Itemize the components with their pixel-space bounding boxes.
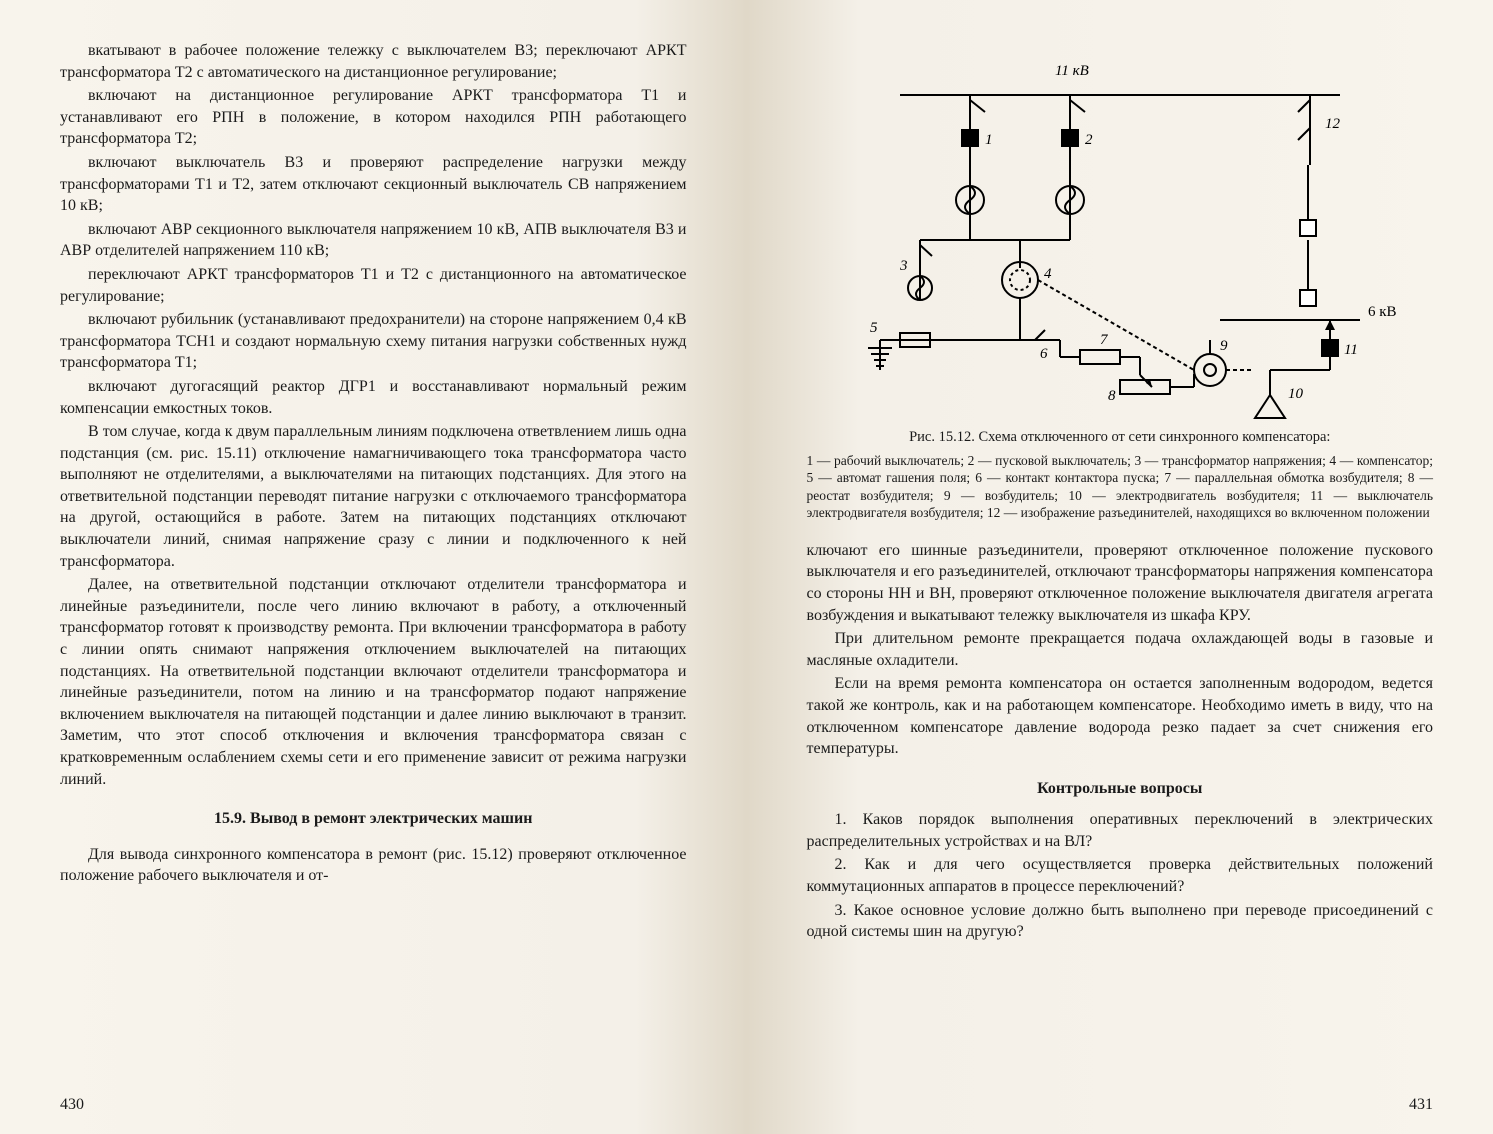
- section-title: 15.9. Вывод в ремонт электрических машин: [60, 808, 687, 830]
- questions-title: Контрольные вопросы: [807, 778, 1434, 800]
- svg-text:8: 8: [1108, 388, 1116, 404]
- svg-text:9: 9: [1220, 338, 1228, 354]
- question: 2. Как и для чего осуществляется проверк…: [807, 854, 1434, 897]
- para: вкатывают в рабочее положение тележку с …: [60, 40, 687, 83]
- para: В том случае, когда к двум параллельным …: [60, 421, 687, 572]
- para: включают АВР секционного выключателя нап…: [60, 219, 687, 262]
- page-right: 11 кВ 1 2: [747, 0, 1493, 1134]
- para: Для вывода синхронного компенсатора в ре…: [60, 844, 687, 887]
- book-spread: вкатывают в рабочее положение тележку с …: [0, 0, 1493, 1134]
- svg-text:11: 11: [1344, 342, 1358, 358]
- para: переключают АРКТ трансформаторов Т1 и Т2…: [60, 264, 687, 307]
- para: Далее, на ответвительной подстанции откл…: [60, 574, 687, 790]
- para: ключают его шинные разъединители, провер…: [807, 540, 1434, 626]
- figure-caption: Рис. 15.12. Схема отключенного от сети с…: [807, 428, 1434, 448]
- figure-15-12: 11 кВ 1 2: [807, 40, 1434, 522]
- para: включают дугогасящий реактор ДГР1 и восс…: [60, 376, 687, 419]
- question: 1. Каков порядок выполнения оперативных …: [807, 809, 1434, 852]
- bus-label: 11 кВ: [1055, 63, 1089, 79]
- para: включают на дистанционное регулирование …: [60, 85, 687, 150]
- page-number: 431: [1409, 1094, 1433, 1116]
- figure-legend: 1 — рабочий выключатель; 2 — пусковой вы…: [807, 452, 1434, 522]
- svg-text:4: 4: [1044, 266, 1052, 282]
- svg-text:7: 7: [1100, 332, 1109, 348]
- side-label: 6 кВ: [1368, 304, 1397, 320]
- para: включают рубильник (устанавливают предох…: [60, 309, 687, 374]
- svg-text:2: 2: [1085, 132, 1093, 148]
- svg-text:5: 5: [870, 320, 878, 336]
- question: 3. Какое основное условие должно быть вы…: [807, 900, 1434, 943]
- circuit-diagram: 11 кВ 1 2: [840, 40, 1400, 420]
- para: включают выключатель В3 и проверяют расп…: [60, 152, 687, 217]
- para: При длительном ремонте прекращается пода…: [807, 628, 1434, 671]
- svg-text:1: 1: [985, 132, 993, 148]
- page-number: 430: [60, 1094, 84, 1116]
- svg-text:3: 3: [899, 258, 908, 274]
- para: Если на время ремонта компенсатора он ос…: [807, 673, 1434, 759]
- svg-text:10: 10: [1288, 386, 1304, 402]
- page-left: вкатывают в рабочее положение тележку с …: [0, 0, 747, 1134]
- svg-text:12: 12: [1325, 116, 1341, 132]
- svg-text:6: 6: [1040, 346, 1048, 362]
